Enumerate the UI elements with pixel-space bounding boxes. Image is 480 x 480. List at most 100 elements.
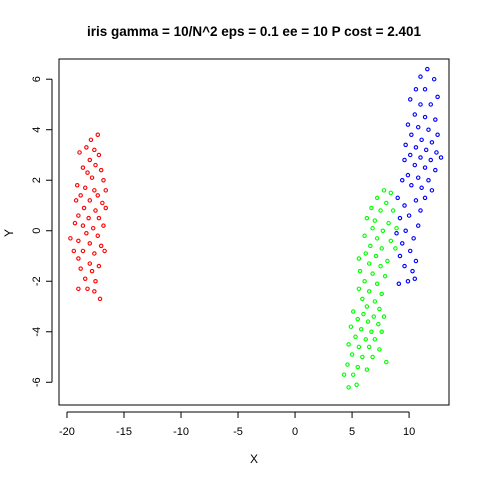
y-tick-label: 4 — [31, 127, 43, 133]
data-point — [73, 198, 79, 203]
data-point — [71, 248, 77, 254]
data-point — [98, 167, 104, 173]
data-point — [410, 268, 415, 274]
data-point — [433, 167, 438, 173]
x-axis-label: X — [250, 452, 258, 466]
data-point — [415, 175, 421, 180]
data-point — [82, 185, 88, 191]
data-point — [102, 248, 107, 254]
data-point — [93, 162, 98, 168]
data-point — [372, 337, 378, 342]
data-point — [348, 324, 354, 329]
data-point — [96, 215, 102, 221]
data-point — [364, 367, 370, 372]
data-point — [388, 190, 394, 196]
data-point — [412, 112, 418, 117]
plot-box — [58, 58, 450, 406]
data-point — [378, 208, 383, 213]
data-point — [358, 326, 364, 332]
data-point — [378, 263, 383, 269]
data-point — [428, 102, 434, 107]
data-point — [435, 94, 440, 100]
data-point — [397, 253, 403, 259]
data-point — [364, 304, 370, 309]
data-point — [379, 246, 384, 251]
data-point — [364, 215, 370, 221]
data-point — [365, 319, 371, 324]
data-point — [372, 299, 378, 304]
data-point — [419, 185, 424, 191]
data-point — [405, 278, 411, 284]
data-point — [74, 183, 80, 188]
data-point — [356, 286, 362, 292]
data-point — [385, 258, 390, 264]
data-point — [97, 296, 103, 302]
data-point — [346, 342, 351, 347]
data-point — [76, 256, 81, 261]
data-point — [402, 157, 407, 163]
data-point — [360, 354, 365, 360]
data-point — [87, 157, 93, 163]
data-point — [81, 205, 87, 211]
data-point — [384, 359, 389, 365]
data-point — [425, 66, 430, 72]
data-point — [92, 251, 97, 256]
data-point — [80, 165, 86, 170]
data-point — [418, 74, 423, 79]
data-point — [345, 362, 350, 367]
x-axis: -20 -15 -10 -5 0 5 10 — [59, 411, 415, 438]
data-point — [381, 188, 387, 193]
data-point — [377, 347, 382, 352]
data-point — [388, 238, 394, 244]
data-point — [100, 200, 105, 206]
data-point — [399, 177, 405, 183]
data-point — [85, 170, 90, 175]
data-point — [379, 329, 384, 335]
y-tick-label: 6 — [31, 76, 43, 82]
x-tick-label: -5 — [233, 426, 243, 438]
data-point — [85, 286, 90, 292]
data-point — [87, 261, 93, 266]
data-point — [76, 286, 81, 292]
data-point — [370, 225, 375, 231]
data-point — [95, 193, 101, 198]
data-point — [377, 306, 382, 312]
data-point — [350, 372, 356, 377]
data-point — [418, 155, 423, 160]
data-point — [360, 296, 365, 302]
data-point — [361, 311, 366, 317]
data-point — [98, 243, 104, 249]
data-point — [80, 223, 86, 228]
data-point — [93, 208, 98, 213]
data-point — [405, 122, 411, 127]
data-point — [406, 213, 412, 218]
data-point — [413, 198, 419, 203]
data-point — [88, 137, 94, 143]
data-point — [356, 256, 362, 261]
data-point — [381, 314, 387, 319]
data-point — [96, 263, 102, 269]
data-point — [368, 243, 373, 249]
data-point — [413, 87, 419, 92]
data-point — [438, 155, 444, 160]
data-point — [362, 278, 367, 284]
data-point — [407, 248, 413, 254]
data-point — [393, 246, 398, 251]
data-point — [355, 364, 361, 370]
data-point — [379, 291, 384, 297]
chart-title: iris gamma = 10/N^2 eps = 0.1 ee = 10 P … — [87, 24, 422, 39]
data-point — [346, 385, 351, 390]
data-point — [355, 316, 361, 322]
data-point — [426, 177, 431, 183]
series-3 — [394, 66, 444, 287]
data-point — [78, 266, 83, 271]
data-point — [429, 188, 435, 193]
y-tick-label: 0 — [31, 228, 43, 234]
data-point — [435, 132, 440, 138]
data-point — [422, 195, 428, 201]
data-point — [356, 344, 362, 350]
data-point — [415, 124, 421, 130]
data-point — [394, 225, 399, 231]
data-point — [412, 162, 418, 168]
data-point — [84, 145, 89, 150]
